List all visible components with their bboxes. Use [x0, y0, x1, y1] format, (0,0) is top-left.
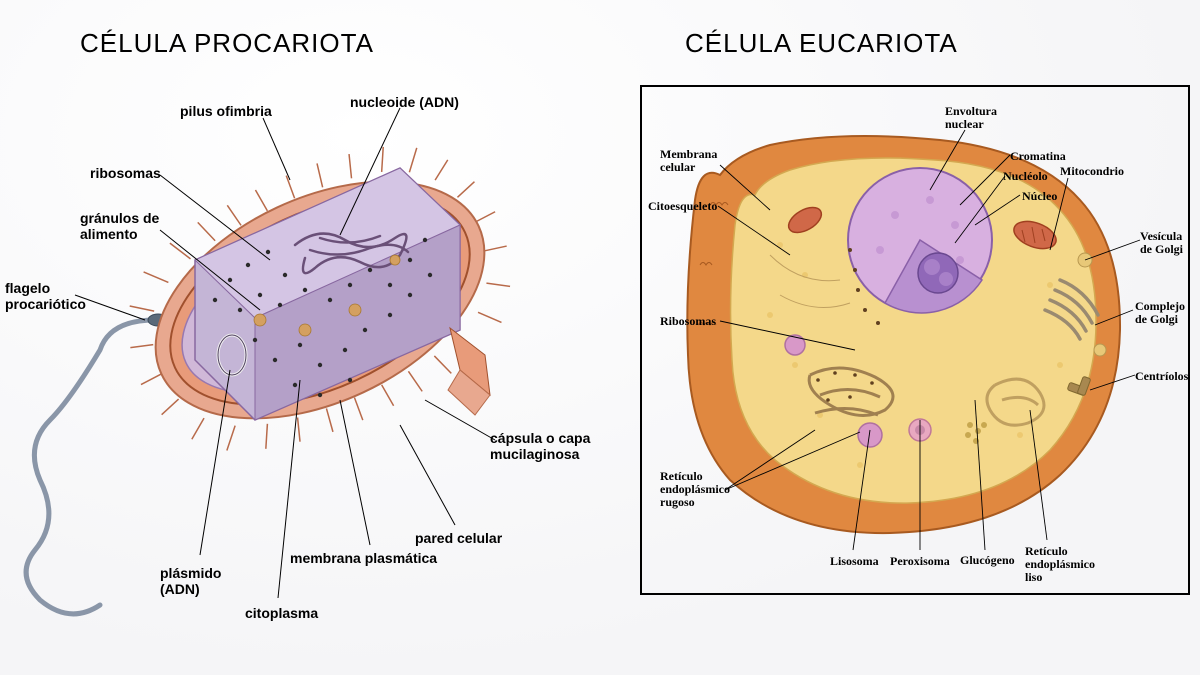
label-ribosomes-pro: ribosomas — [90, 165, 161, 181]
label-plasmid: plásmido (ADN) — [160, 565, 221, 597]
label-glycogen: Glucógeno — [960, 554, 1015, 567]
label-golgi-vesicle: Vesícula de Golgi — [1140, 230, 1183, 256]
label-lysosome: Lisosoma — [830, 555, 879, 568]
eukaryote-diagram — [640, 85, 1190, 595]
label-pilus: pilus ofimbria — [180, 103, 272, 119]
label-golgi: Complejo de Golgi — [1135, 300, 1185, 326]
label-nucleolus: Nucléolo — [1003, 170, 1048, 183]
label-centrioles: Centríolos — [1135, 370, 1188, 383]
label-ribosomes-euk: Ribosomas — [660, 315, 716, 328]
label-rer: Retículo endoplásmico rugoso — [660, 470, 730, 510]
label-membrane-pro: membrana plasmática — [290, 550, 437, 566]
label-ser: Retículo endoplásmico liso — [1025, 545, 1095, 585]
label-flagellum: flagelo procariótico — [5, 280, 86, 312]
label-nucleoid: nucleoide (ADN) — [350, 94, 459, 110]
label-cytoplasm-pro: citoplasma — [245, 605, 318, 621]
label-membrane-euk: Membrana celular — [660, 148, 717, 174]
label-nuclear-env: Envoltura nuclear — [945, 105, 997, 131]
label-cytoskeleton: Citoesqueleto — [648, 200, 717, 213]
label-nucleus: Núcleo — [1022, 190, 1057, 203]
label-chromatin: Cromatina — [1010, 150, 1066, 163]
label-capsule: cápsula o capa mucilaginosa — [490, 430, 590, 462]
label-cellwall: pared celular — [415, 530, 502, 546]
label-mitochondrion: Mitocondrio — [1060, 165, 1124, 178]
label-granules: gránulos de alimento — [80, 210, 159, 242]
eukaryote-title: CÉLULA EUCARIOTA — [685, 28, 958, 59]
label-peroxisome: Peroxisoma — [890, 555, 950, 568]
